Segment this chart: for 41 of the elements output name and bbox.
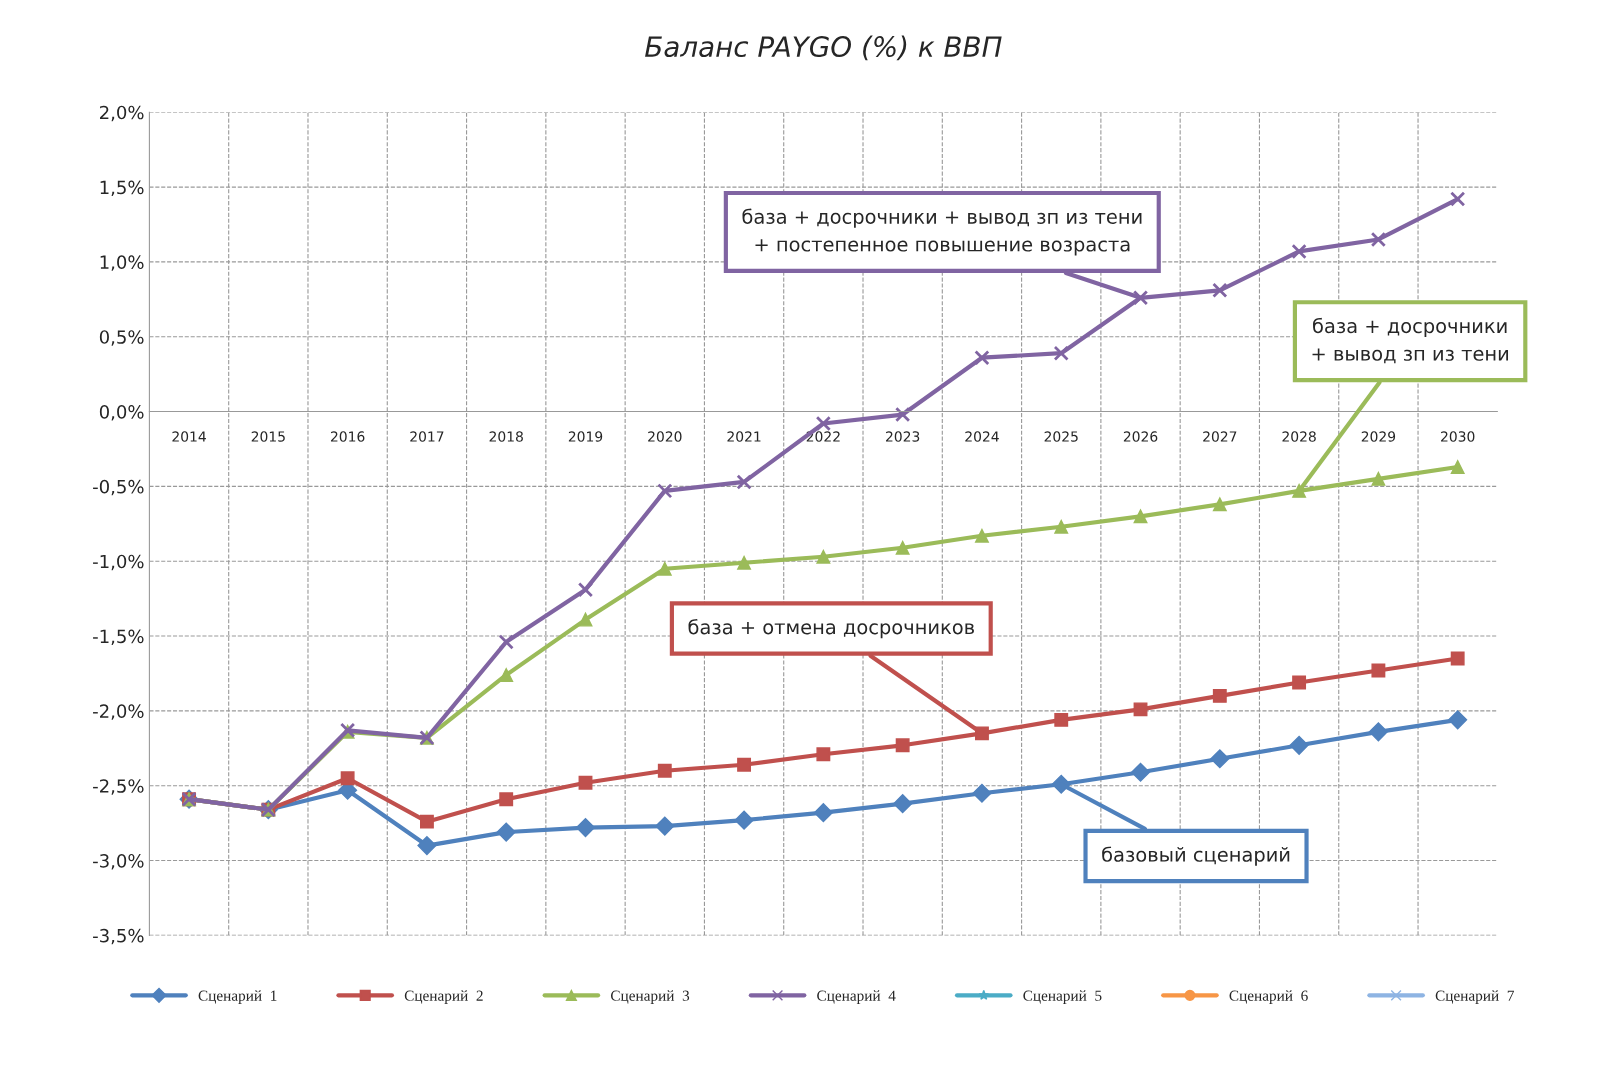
x-tick-label: 2016: [330, 431, 365, 442]
legend-label: Сценарий 3: [610, 990, 690, 1004]
y-tick-label: -0,5%: [93, 479, 144, 496]
legend-label: Сценарий 2: [404, 990, 483, 1004]
x-tick-label: 2019: [568, 431, 603, 442]
y-tick-label: 1,5%: [100, 180, 144, 197]
legend-label: Сценарий 4: [817, 990, 896, 1004]
x-tick-label: 2015: [251, 431, 285, 442]
x-tick-label: 2028: [1282, 431, 1316, 442]
x-tick-label: 2017: [410, 431, 444, 442]
y-tick-label: -3,0%: [93, 854, 144, 870]
y-tick-label: 2,0%: [100, 105, 144, 122]
x-tick-label: 2014: [172, 431, 206, 442]
y-tick-label: -2,5%: [93, 779, 144, 795]
x-tick-label: 2023: [886, 431, 920, 442]
y-tick-label: -1,0%: [93, 554, 144, 571]
legend-label: Сценарий 5: [1023, 990, 1102, 1004]
x-tick-label: 2024: [965, 431, 999, 442]
y-tick-label: 0,5%: [99, 330, 144, 346]
x-tick-label: 2022: [806, 431, 840, 442]
legend-label: Сценарий 6: [1229, 990, 1308, 1004]
y-tick-label: 0,0%: [99, 405, 144, 421]
x-tick-label: 2029: [1361, 431, 1396, 442]
x-tick-label: 2020: [648, 431, 682, 442]
annotation: база + отмена досрочников: [688, 619, 974, 639]
annotation: база + досрочники + вывод зп из тени + постепенное повышение возраста: [742, 208, 1142, 256]
annotation: базовый сценарий: [1102, 846, 1290, 866]
x-tick-label: 2021: [727, 431, 761, 442]
legend-label: Сценарий 1: [198, 990, 277, 1004]
x-tick-label: 2025: [1044, 431, 1078, 442]
y-tick-label: -1,5%: [93, 629, 144, 646]
x-tick-label: 2027: [1203, 431, 1237, 442]
annotation: база + досрочники + вывод зп из тени: [1312, 317, 1508, 364]
legend-label: Сценарий 7: [1435, 990, 1514, 1004]
x-tick-label: 2026: [1123, 431, 1158, 442]
chart-title: Баланс PAYGO (%) к ВВП: [645, 35, 1002, 61]
y-tick-label: -3,5%: [93, 928, 144, 945]
y-tick-label: 1,0%: [100, 255, 144, 271]
x-tick-label: 2030: [1441, 431, 1475, 442]
x-tick-label: 2018: [489, 431, 523, 442]
y-tick-label: -2,0%: [93, 704, 144, 720]
